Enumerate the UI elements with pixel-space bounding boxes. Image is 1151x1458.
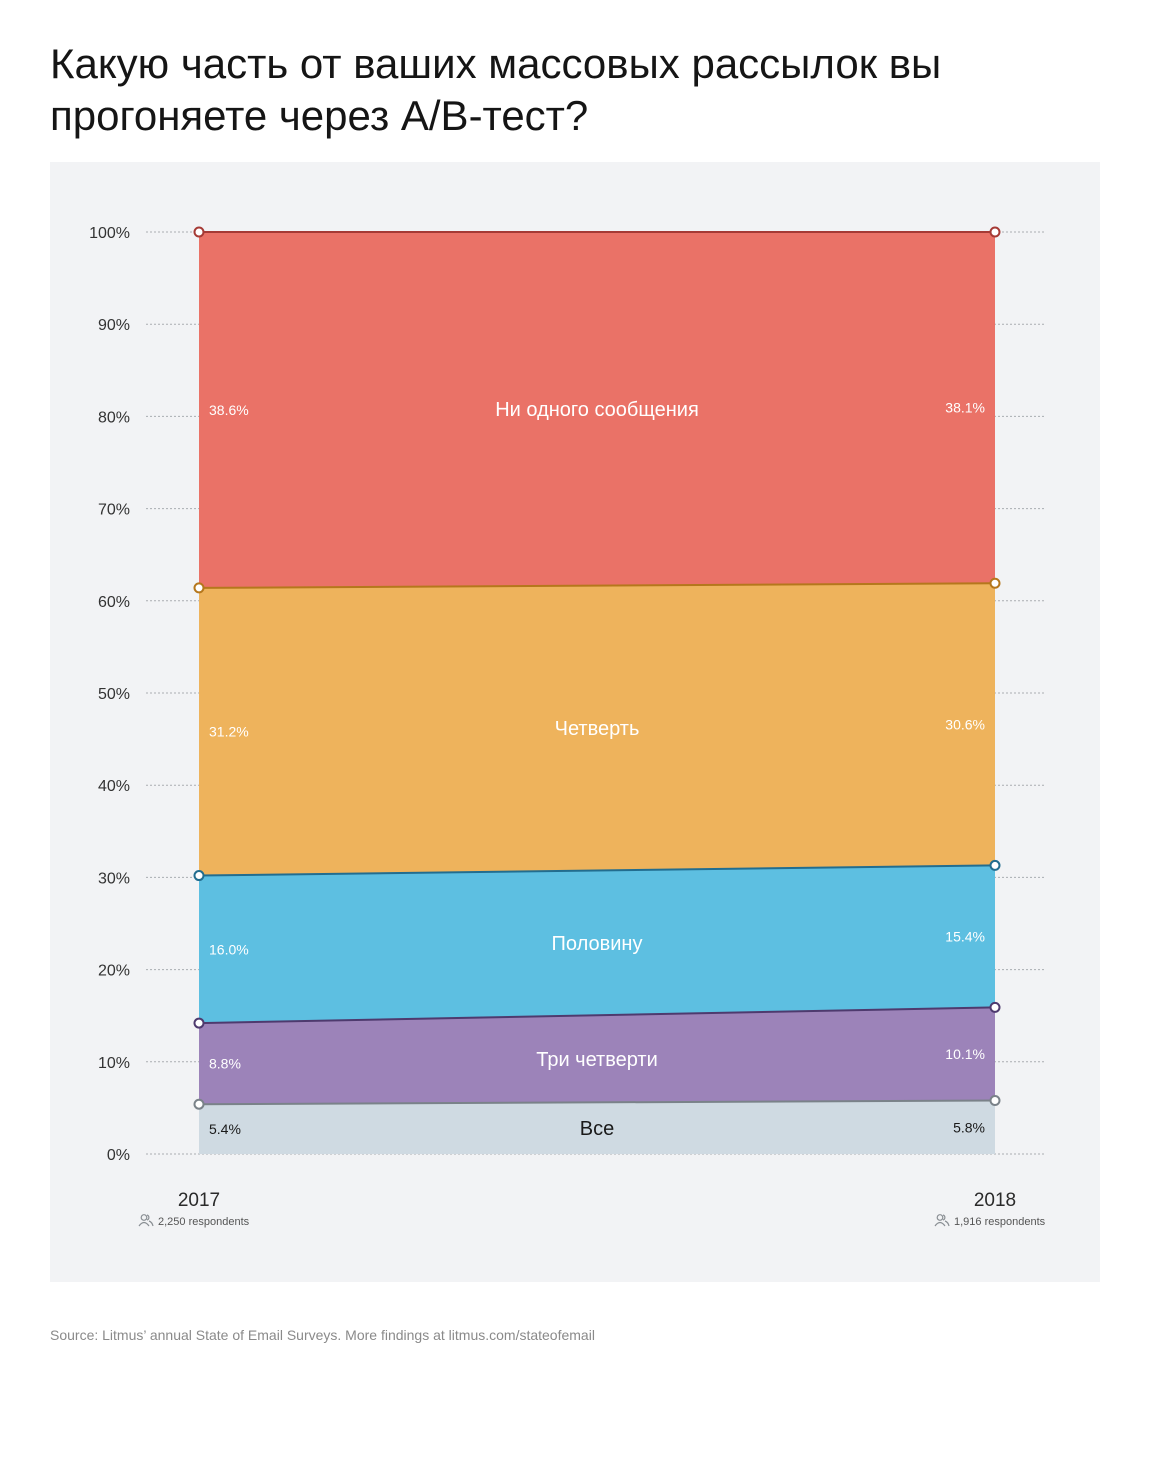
series-name-label: Три четверти <box>536 1049 658 1071</box>
series-name-label: Четверть <box>555 718 640 740</box>
area-Ни одного сообщения <box>199 232 995 588</box>
area-Четверть <box>199 583 995 876</box>
series-line-Три четверти <box>198 1006 996 1025</box>
y-tick-label: 50% <box>98 686 130 703</box>
data-point <box>989 1095 1001 1107</box>
data-label: 38.6% <box>209 402 249 418</box>
y-tick-label: 10% <box>98 1055 130 1072</box>
y-tick-label: 80% <box>98 409 130 426</box>
area-Половину <box>199 865 995 1024</box>
data-point <box>989 859 1001 871</box>
data-point <box>193 1017 205 1029</box>
stacked-area-chart: 0% 10% 20% 30% 40% 50% 60% 70% 80% 90% 100% Все 5.4%… <box>89 225 1046 1228</box>
series-line-Все <box>198 1099 996 1106</box>
data-label: 8.8% <box>209 1056 241 1072</box>
x-tick-label: 2018 <box>974 1190 1016 1211</box>
y-tick-label: 60% <box>98 594 130 611</box>
data-label: 5.4% <box>209 1121 241 1137</box>
data-label: 16.0% <box>209 941 249 957</box>
data-label: 10.1% <box>945 1046 985 1062</box>
y-tick-label: 30% <box>98 870 130 887</box>
data-label: 5.8% <box>953 1119 985 1135</box>
area-Все <box>199 1100 995 1154</box>
x-tick-label: 2017 <box>178 1190 220 1211</box>
people-icon <box>138 1214 154 1227</box>
area-Три четверти <box>199 1007 995 1105</box>
y-tick-label: 0% <box>107 1147 130 1164</box>
data-point <box>989 577 1001 589</box>
data-label: 15.4% <box>945 928 985 944</box>
data-point <box>989 226 1001 238</box>
y-tick-label: 40% <box>98 778 130 795</box>
respondents-label: 2,250 respondents <box>158 1216 250 1228</box>
y-tick-label: 70% <box>98 502 130 519</box>
data-point <box>193 870 205 882</box>
series-name-label: Все <box>580 1118 614 1140</box>
data-point <box>193 226 205 238</box>
data-point <box>989 1001 1001 1013</box>
data-point <box>193 1098 205 1110</box>
data-label: 38.1% <box>945 400 985 416</box>
series-name-label: Ни одного сообщения <box>495 399 699 421</box>
respondents-label: 1,916 respondents <box>954 1216 1046 1228</box>
chart-panel: 0% 10% 20% 30% 40% 50% 60% 70% 80% 90% 100% Все 5.4%… <box>50 162 1100 1282</box>
series-line-Четверть <box>198 582 996 589</box>
series-name-label: Половину <box>552 933 643 955</box>
chart-title: Какую часть от ваших массовых рассылок в… <box>50 40 942 139</box>
series-line-Половину <box>198 864 996 877</box>
people-icon <box>934 1214 950 1227</box>
y-tick-label: 20% <box>98 963 130 980</box>
data-point <box>193 582 205 594</box>
data-label: 31.2% <box>209 724 249 740</box>
source-note: Source: Litmus’ annual State of Email Su… <box>50 1327 595 1343</box>
y-tick-label: 100% <box>89 225 130 242</box>
data-label: 30.6% <box>945 716 985 732</box>
y-tick-label: 90% <box>98 317 130 334</box>
